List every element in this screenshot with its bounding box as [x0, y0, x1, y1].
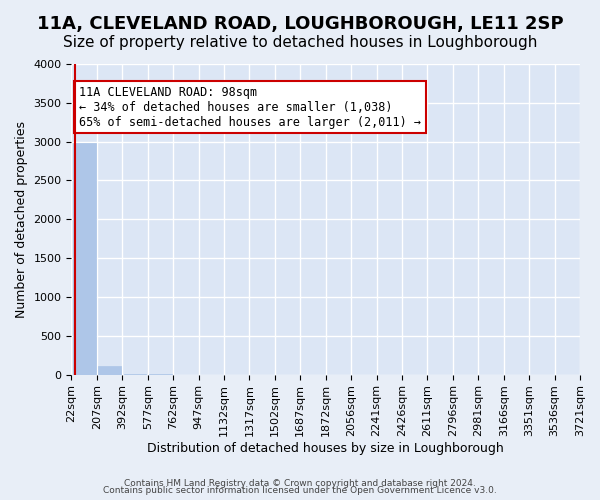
- Text: Size of property relative to detached houses in Loughborough: Size of property relative to detached ho…: [63, 35, 537, 50]
- X-axis label: Distribution of detached houses by size in Loughborough: Distribution of detached houses by size …: [148, 442, 504, 455]
- Text: Contains public sector information licensed under the Open Government Licence v3: Contains public sector information licen…: [103, 486, 497, 495]
- Text: 11A, CLEVELAND ROAD, LOUGHBOROUGH, LE11 2SP: 11A, CLEVELAND ROAD, LOUGHBOROUGH, LE11 …: [37, 15, 563, 33]
- Y-axis label: Number of detached properties: Number of detached properties: [15, 121, 28, 318]
- Text: Contains HM Land Registry data © Crown copyright and database right 2024.: Contains HM Land Registry data © Crown c…: [124, 478, 476, 488]
- Text: 11A CLEVELAND ROAD: 98sqm
← 34% of detached houses are smaller (1,038)
65% of se: 11A CLEVELAND ROAD: 98sqm ← 34% of detac…: [79, 86, 421, 128]
- Bar: [98, 366, 121, 374]
- Bar: [73, 143, 95, 374]
